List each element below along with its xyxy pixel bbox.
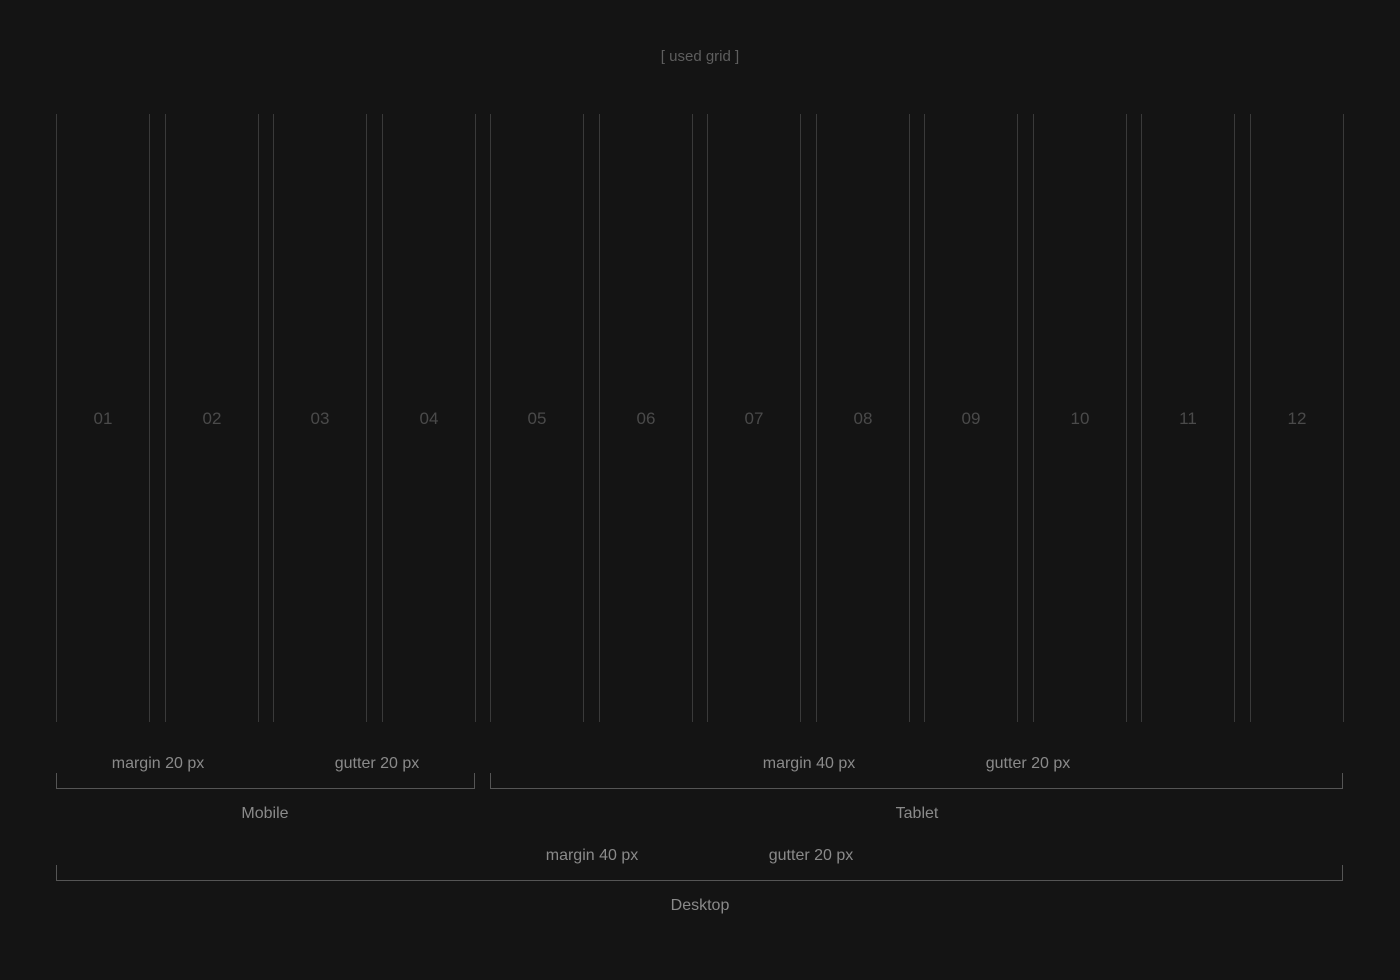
mobile-margin-label: margin 20 px — [111, 755, 205, 772]
column-number: 04 — [419, 409, 439, 428]
column-number: 10 — [1070, 409, 1090, 428]
grid-column: 09 — [924, 114, 1018, 722]
column-number: 12 — [1287, 409, 1307, 428]
column-number: 11 — [1179, 409, 1197, 428]
desktop-gutter-label: gutter 20 px — [768, 847, 854, 864]
mobile-bracket — [56, 773, 475, 789]
column-number: 02 — [202, 409, 222, 428]
diagram-caption: [ used grid ] — [660, 48, 740, 65]
column-number: 05 — [527, 409, 547, 428]
desktop-bracket — [56, 865, 1343, 881]
tablet-bracket — [490, 773, 1343, 789]
grid-column: 07 — [707, 114, 801, 722]
column-number: 01 — [93, 409, 113, 428]
column-number: 06 — [636, 409, 656, 428]
desktop-device-label: Desktop — [670, 897, 730, 914]
column-number: 08 — [853, 409, 873, 428]
grid-column: 06 — [599, 114, 693, 722]
grid-column: 02 — [165, 114, 259, 722]
grid-column: 10 — [1033, 114, 1127, 722]
mobile-gutter-label: gutter 20 px — [334, 755, 420, 772]
grid-column: 08 — [816, 114, 910, 722]
tablet-margin-label: margin 40 px — [762, 755, 856, 772]
desktop-margin-label: margin 40 px — [545, 847, 639, 864]
grid-column: 12 — [1250, 114, 1344, 722]
tablet-device-label: Tablet — [895, 805, 939, 822]
column-number: 07 — [744, 409, 764, 428]
tablet-gutter-label: gutter 20 px — [985, 755, 1071, 772]
column-number: 09 — [961, 409, 981, 428]
grid-column: 04 — [382, 114, 476, 722]
grid-column: 11 — [1141, 114, 1235, 722]
grid-column: 01 — [56, 114, 150, 722]
grid-column: 05 — [490, 114, 584, 722]
column-number: 03 — [310, 409, 330, 428]
mobile-device-label: Mobile — [241, 805, 289, 822]
grid-column: 03 — [273, 114, 367, 722]
